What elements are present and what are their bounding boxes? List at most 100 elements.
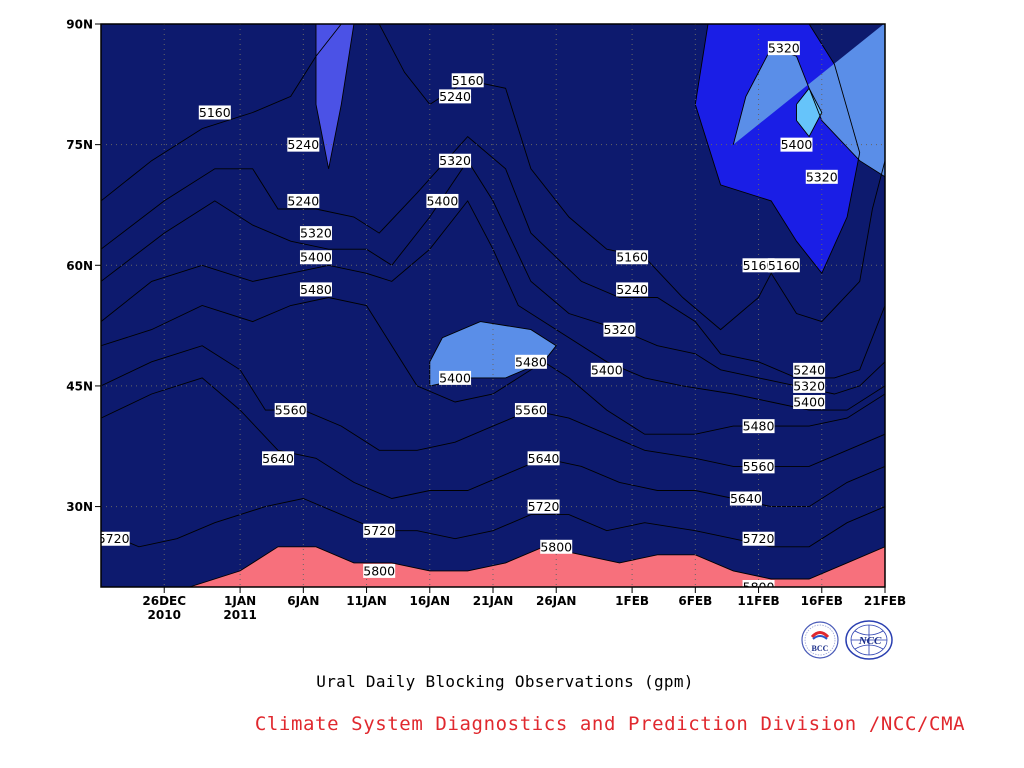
x-tick-label: 26DEC: [142, 594, 186, 608]
x-tick-sublabel: 2011: [223, 608, 256, 622]
contour-label-box: [101, 531, 130, 546]
x-tick-label: 21FEB: [864, 594, 906, 608]
contour-label-box: [274, 403, 307, 418]
contour-label-box: [451, 73, 484, 88]
contour-label-box: [299, 226, 332, 241]
contour-label-box: [540, 539, 573, 554]
contour-label-text: 5560: [743, 459, 775, 474]
y-tick-label: 45N: [66, 379, 93, 393]
contour-label-box: [793, 362, 826, 377]
contour-label: 5560: [274, 403, 307, 418]
contour-label-box: [805, 169, 838, 184]
contour-labels: 5160516051605160516052405240524052405240…: [101, 41, 838, 595]
x-tick-label: 6JAN: [287, 594, 319, 608]
contour-label-text: 5400: [793, 395, 825, 410]
bcc-logo-icon: BCC: [800, 620, 840, 660]
contour-label-text: 5720: [743, 531, 775, 546]
contour-line-5240: [315, 24, 355, 169]
contour-label-box: [439, 370, 472, 385]
contour-label-box: [439, 89, 472, 104]
contour-label-box: [742, 580, 775, 587]
contour-label-text: 5240: [287, 137, 319, 152]
contour-label-text: 5720: [363, 523, 395, 538]
contour-label-text: 5240: [616, 282, 648, 297]
contour-label-text: 5800: [540, 539, 572, 554]
contour-label-box: [299, 282, 332, 297]
contour-label: 5800: [742, 580, 775, 595]
contour-label: 5400: [299, 250, 332, 265]
x-tick-label: 16JAN: [410, 594, 451, 608]
contour-label: 5640: [527, 451, 560, 466]
contour-label-text: 5560: [515, 403, 547, 418]
contour-label-text: 5240: [439, 89, 471, 104]
contour-label-text: 5160: [199, 105, 231, 120]
contour-label-text: 5160: [743, 258, 775, 273]
contour-label-box: [793, 378, 826, 393]
contour-label-box: [742, 531, 775, 546]
contour-label: 5240: [287, 193, 320, 208]
contour-label-text: 5160: [768, 258, 800, 273]
contour-label: 5320: [805, 169, 838, 184]
contour-label-text: 5400: [591, 362, 623, 377]
chart-title: Ural Daily Blocking Observations (gpm): [316, 672, 694, 691]
contour-label-text: 5800: [743, 580, 775, 595]
contour-label-text: 5240: [793, 362, 825, 377]
contour-label-box: [616, 250, 649, 265]
contour-label-text: 5720: [528, 499, 560, 514]
contour-label-text: 5320: [300, 226, 332, 241]
contour-label-box: [603, 322, 636, 337]
x-tick-label: 11FEB: [737, 594, 779, 608]
ncc-logo-icon: NCC: [843, 619, 895, 661]
contour-label-text: 5560: [275, 403, 307, 418]
contour-label-box: [527, 451, 560, 466]
contour-label: 5560: [742, 459, 775, 474]
contour-label-text: 5480: [300, 282, 332, 297]
contour-label-box: [742, 459, 775, 474]
contour-label-text: 5640: [528, 451, 560, 466]
contour-label-box: [742, 419, 775, 434]
x-tick-label: 16FEB: [801, 594, 843, 608]
x-tick-label: 6FEB: [678, 594, 712, 608]
contour-label: 5800: [363, 563, 396, 578]
x-tick-label: 26JAN: [536, 594, 577, 608]
contour-label-text: 5240: [287, 193, 319, 208]
contour-label: 5400: [793, 395, 826, 410]
bcc-logo-text: BCC: [812, 644, 829, 653]
contour-label: 5560: [514, 403, 547, 418]
contour-label-box: [590, 362, 623, 377]
grid-lines: [101, 24, 885, 587]
contour-label-box: [780, 137, 813, 152]
contour-label: 5400: [426, 193, 459, 208]
contour-label: 5320: [767, 41, 800, 56]
patch-fill-5400: [796, 88, 822, 137]
contour-label: 5160: [198, 105, 231, 120]
contour-label-text: 5400: [781, 137, 813, 152]
contour-label-text: 5320: [768, 41, 800, 56]
contour-label: 5640: [729, 491, 762, 506]
contour-label-box: [287, 193, 320, 208]
contour-label: 5480: [742, 419, 775, 434]
contour-label: 5400: [780, 137, 813, 152]
contour-label-box: [439, 153, 472, 168]
contour-label-box: [767, 41, 800, 56]
contour-line-5320: [101, 159, 885, 395]
contour-label-text: 5640: [730, 491, 762, 506]
contour-label: 5480: [514, 354, 547, 369]
contour-label-box: [729, 491, 762, 506]
y-tick-label: 90N: [66, 18, 93, 32]
contour-label: 5240: [287, 137, 320, 152]
contour-label-box: [616, 282, 649, 297]
x-tick-label: 1FEB: [615, 594, 649, 608]
contour-label-box: [514, 403, 547, 418]
contour-label-text: 5400: [300, 250, 332, 265]
contour-label: 5160: [451, 73, 484, 88]
contour-label-text: 5320: [806, 169, 838, 184]
contour-label-text: 5640: [262, 451, 294, 466]
contour-label-text: 5320: [439, 153, 471, 168]
contour-label-box: [262, 451, 295, 466]
contour-fills: [101, 24, 885, 587]
contour-label-text: 5160: [452, 73, 484, 88]
contour-label-text: 5400: [427, 193, 459, 208]
